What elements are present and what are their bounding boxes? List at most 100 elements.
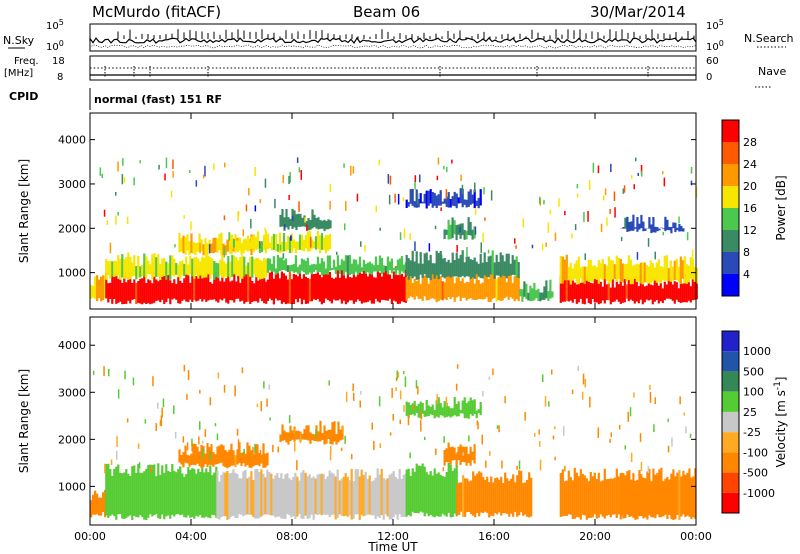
heatmap-cell xyxy=(163,274,166,304)
heatmap-cell xyxy=(348,254,351,276)
colorbar-tick-label: -100 xyxy=(743,446,768,459)
heatmap-cell xyxy=(382,478,385,520)
heatmap-cell xyxy=(129,476,132,516)
heatmap-cell xyxy=(471,277,474,300)
heatmap-cell xyxy=(199,389,201,394)
heatmap-cell xyxy=(435,448,437,456)
heatmap-cell xyxy=(230,235,234,249)
heatmap-cell xyxy=(399,232,402,240)
heatmap-cell xyxy=(216,238,219,253)
heatmap-cell xyxy=(241,367,244,374)
heatmap-cell xyxy=(289,172,291,183)
heatmap-cell xyxy=(296,157,299,163)
heatmap-cell xyxy=(405,401,408,416)
heatmap-cell xyxy=(665,284,668,299)
heatmap-cell xyxy=(453,447,456,461)
heatmap-cell xyxy=(179,466,182,516)
heatmap-cell xyxy=(100,276,103,302)
heatmap-cell xyxy=(358,256,361,273)
heatmap-cell xyxy=(466,478,469,513)
heatmap-cell xyxy=(552,435,555,440)
heatmap-cell xyxy=(318,473,321,515)
heatmap-cell xyxy=(330,277,333,304)
heatmap-cell xyxy=(400,256,403,272)
heatmap-cell xyxy=(261,261,264,279)
heatmap-cell xyxy=(392,413,394,421)
heatmap-cell xyxy=(213,472,216,516)
heatmap-cell xyxy=(400,478,403,517)
heatmap-cell xyxy=(633,392,635,398)
heatmap-cell xyxy=(554,456,556,461)
heatmap-cell xyxy=(155,476,158,515)
heatmap-cell xyxy=(296,241,300,250)
heatmap-cell xyxy=(459,188,462,204)
heatmap-cell xyxy=(643,262,646,283)
heatmap-cell xyxy=(105,272,108,299)
heatmap-cell xyxy=(597,472,600,518)
heatmap-cell xyxy=(195,473,198,516)
heatmap-cell xyxy=(224,245,227,256)
heatmap-cell xyxy=(516,465,518,470)
heatmap-cell xyxy=(290,233,294,253)
heatmap-cell xyxy=(627,411,629,422)
heatmap-cell xyxy=(656,227,659,232)
heatmap-cell xyxy=(463,199,466,205)
heatmap-cell xyxy=(475,261,478,275)
heatmap-cell xyxy=(293,210,296,228)
heatmap-cell xyxy=(229,261,232,279)
heatmap-cell xyxy=(474,182,476,193)
heatmap-cell xyxy=(425,190,428,209)
heatmap-cell xyxy=(437,275,440,302)
heatmap-cell xyxy=(336,251,338,255)
heatmap-cell xyxy=(624,445,626,450)
heatmap-cell xyxy=(563,481,566,516)
heatmap-cell xyxy=(310,236,312,248)
heatmap-cell xyxy=(342,275,345,301)
heatmap-cell xyxy=(670,473,673,519)
heatmap-cell xyxy=(161,258,164,277)
heatmap-cell xyxy=(141,278,144,305)
heatmap-cell xyxy=(668,479,671,515)
heatmap-cell xyxy=(663,255,666,281)
ytick-label: 1000 xyxy=(58,480,86,493)
heatmap-cell xyxy=(338,480,341,515)
heatmap-cell xyxy=(224,162,226,168)
heatmap-cell xyxy=(105,463,108,516)
heatmap-cell xyxy=(151,254,154,280)
heatmap-cell xyxy=(288,176,290,185)
station-title: McMurdo (fitACF) xyxy=(92,3,221,21)
heatmap-cell xyxy=(225,278,228,303)
heatmap-cell xyxy=(252,234,256,253)
heatmap-cell xyxy=(285,208,288,228)
heatmap-cell xyxy=(561,469,564,517)
heatmap-cell xyxy=(266,233,270,250)
heatmap-cell xyxy=(204,238,207,256)
colorbar-segment xyxy=(722,208,739,230)
heatmap-cell xyxy=(386,273,389,301)
heatmap-cell xyxy=(356,274,359,300)
heatmap-cell xyxy=(508,480,511,517)
heatmap-cell xyxy=(653,424,655,433)
heatmap-cell xyxy=(313,214,316,228)
heatmap-cell xyxy=(579,267,582,279)
heatmap-cell xyxy=(329,450,332,461)
heatmap-cell xyxy=(477,197,480,209)
heatmap-cell xyxy=(180,238,183,252)
heatmap-cell xyxy=(129,256,132,280)
heatmap-cell xyxy=(223,261,226,278)
heatmap-cell xyxy=(293,426,296,442)
heatmap-cell xyxy=(589,282,592,305)
heatmap-cell xyxy=(298,480,301,515)
heatmap-cell xyxy=(314,264,317,271)
heatmap-cell xyxy=(445,472,448,517)
heatmap-cell xyxy=(451,159,453,164)
heatmap-cell xyxy=(626,471,629,515)
heatmap-cell xyxy=(336,267,339,301)
nsky-trace xyxy=(89,29,697,49)
heatmap-cell xyxy=(656,472,659,515)
heatmap-cell xyxy=(382,265,385,273)
heatmap-cell xyxy=(627,278,630,302)
heatmap-cell xyxy=(232,450,235,466)
heatmap-cell xyxy=(650,224,653,234)
heatmap-cell xyxy=(169,472,172,519)
